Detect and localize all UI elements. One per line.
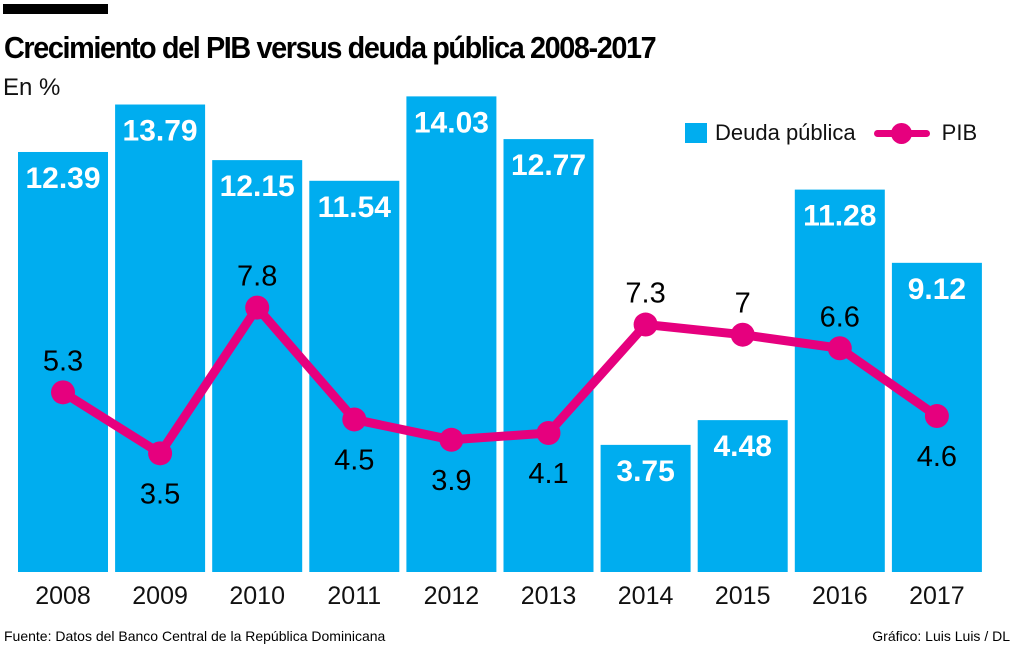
x-tick-label-2015: 2015	[715, 582, 771, 610]
bar-2010	[212, 160, 303, 573]
pib-point-2009	[148, 441, 173, 466]
legend-line-label: PIB	[941, 120, 978, 145]
pib-point-2015	[730, 322, 755, 347]
credit-note: Gráfico: Luis Luis / DL	[872, 628, 1010, 644]
bar-2014	[600, 444, 691, 572]
x-tick-label-2012: 2012	[424, 582, 480, 610]
pib-label-2016: 6.6	[820, 301, 860, 333]
bar-2008	[18, 151, 108, 572]
bar-2015	[697, 420, 788, 572]
unit-label: En %	[3, 74, 61, 101]
pib-label-2012: 3.9	[431, 465, 471, 497]
bar-2013	[503, 139, 594, 573]
decorative-top-bar	[3, 4, 108, 14]
pib-label-2009: 3.5	[140, 478, 180, 510]
x-tick-label-2014: 2014	[618, 582, 674, 610]
legend-bar-label: Deuda pública	[715, 120, 856, 145]
x-tick-label-2011: 2011	[327, 582, 381, 610]
x-tick-label-2010: 2010	[229, 582, 285, 610]
pib-point-2008	[51, 380, 75, 405]
bar-2011	[309, 180, 400, 572]
bar-label-2010: 12.15	[220, 170, 295, 203]
x-tick-label-2009: 2009	[132, 582, 188, 610]
bar-label-2009: 13.79	[123, 115, 198, 148]
pib-line	[60, 303, 940, 458]
legend-line-swatch	[873, 123, 930, 144]
pib-point-2010	[245, 295, 270, 320]
pib-label-2014: 7.3	[625, 278, 665, 310]
bar-label-2011: 11.54	[318, 191, 392, 224]
legend: Deuda pública PIB	[685, 120, 977, 146]
bar-2009	[115, 104, 206, 573]
x-tick-label-2017: 2017	[909, 582, 965, 610]
bar-label-2013: 12.77	[511, 149, 586, 182]
pib-label-2017: 4.6	[917, 441, 957, 473]
chart-title: Crecimiento del PIB versus deuda pública…	[4, 30, 657, 65]
pib-point-2011	[342, 407, 367, 432]
pib-point-2016	[827, 336, 852, 361]
x-tick-label-2008: 2008	[35, 582, 91, 610]
pib-label-2015: 7	[735, 288, 751, 320]
pib-label-2013: 4.1	[528, 458, 568, 490]
pib-label-2011: 4.5	[334, 444, 374, 476]
source-note: Fuente: Datos del Banco Central de la Re…	[4, 628, 386, 644]
bar-label-2012: 14.03	[414, 106, 489, 139]
pib-label-2008: 5.3	[43, 345, 83, 377]
legend-bar-swatch	[685, 123, 707, 143]
bar-label-2014: 3.75	[616, 455, 674, 488]
bar-label-2017: 9.12	[908, 273, 966, 306]
pib-point-2017	[924, 404, 949, 429]
bar-label-2015: 4.48	[714, 430, 772, 463]
pib-point-2012	[439, 427, 464, 452]
pib-point-2013	[536, 421, 561, 446]
bar-label-2008: 12.39	[25, 162, 100, 195]
bar-2016	[794, 189, 885, 572]
x-tick-label-2016: 2016	[812, 582, 868, 610]
bar-2012	[406, 96, 497, 573]
x-tick-label-2013: 2013	[521, 582, 577, 610]
bar-label-2016: 11.28	[803, 200, 876, 233]
pib-label-2010: 7.8	[237, 261, 277, 293]
pib-point-2014	[633, 312, 658, 337]
